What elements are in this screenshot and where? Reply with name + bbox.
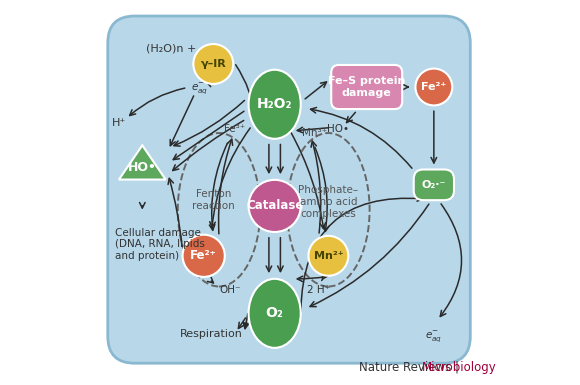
Text: HO•: HO• xyxy=(327,124,349,134)
Text: Mn³⁺: Mn³⁺ xyxy=(302,128,328,138)
FancyBboxPatch shape xyxy=(108,16,470,363)
Text: H⁺: H⁺ xyxy=(112,119,126,129)
Circle shape xyxy=(193,44,233,84)
Text: OH⁻: OH⁻ xyxy=(219,285,241,295)
FancyBboxPatch shape xyxy=(331,65,402,109)
Text: HO•: HO• xyxy=(128,161,157,174)
Text: $e^{-}_{aq}$: $e^{-}_{aq}$ xyxy=(425,329,443,344)
Text: Microbiology: Microbiology xyxy=(422,361,497,373)
Text: O₂: O₂ xyxy=(266,306,284,320)
Text: 2 H⁺: 2 H⁺ xyxy=(307,285,331,295)
Text: Mn²⁺: Mn²⁺ xyxy=(314,251,343,261)
Text: Respiration: Respiration xyxy=(180,330,243,340)
Text: Catalase: Catalase xyxy=(246,199,303,213)
Text: γ–IR: γ–IR xyxy=(201,59,226,69)
Text: H₂O₂: H₂O₂ xyxy=(257,97,292,111)
Circle shape xyxy=(309,236,349,276)
Text: Nature Reviews |: Nature Reviews | xyxy=(359,361,463,373)
Text: (H₂O)n +: (H₂O)n + xyxy=(146,44,196,54)
Circle shape xyxy=(183,235,225,277)
Text: Fe³⁺: Fe³⁺ xyxy=(224,124,245,134)
Text: $e^{-}_{aq}$: $e^{-}_{aq}$ xyxy=(191,82,208,96)
Ellipse shape xyxy=(249,279,301,348)
Text: O₂·⁻: O₂·⁻ xyxy=(422,180,446,190)
Ellipse shape xyxy=(249,70,301,139)
Text: Fe–S protein
damage: Fe–S protein damage xyxy=(328,76,405,98)
Text: Fenton
reaction: Fenton reaction xyxy=(192,189,235,211)
Text: Fe²⁺: Fe²⁺ xyxy=(421,82,447,92)
FancyBboxPatch shape xyxy=(414,169,454,200)
Text: Phosphate–
amino acid
complexes: Phosphate– amino acid complexes xyxy=(298,186,358,219)
Text: Cellular damage
(DNA, RNA, lipids
and protein): Cellular damage (DNA, RNA, lipids and pr… xyxy=(115,228,205,261)
Circle shape xyxy=(415,69,452,105)
Polygon shape xyxy=(119,145,166,179)
Text: Fe²⁺: Fe²⁺ xyxy=(190,249,217,262)
Ellipse shape xyxy=(249,180,301,232)
